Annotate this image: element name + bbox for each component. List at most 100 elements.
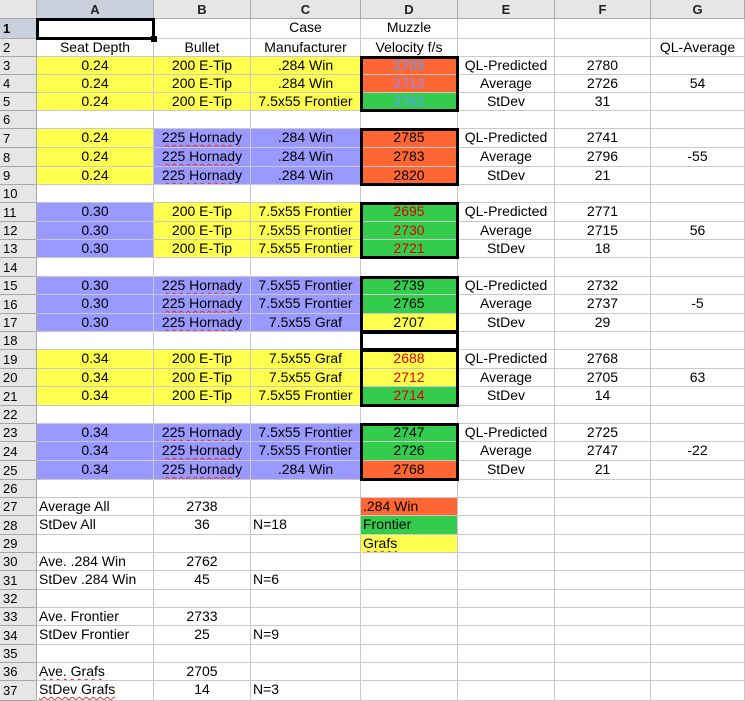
cell-b15[interactable]: 225 Hornady (154, 277, 251, 295)
cell-a37[interactable]: StDev Grafs (37, 681, 154, 701)
cell-f5[interactable]: 31 (555, 93, 651, 111)
cell-d37[interactable] (361, 681, 458, 701)
cell-g31[interactable] (651, 571, 745, 590)
cell-f37[interactable] (555, 681, 651, 701)
cell-d23[interactable]: 2747 (361, 424, 458, 442)
cell-c34[interactable]: N=9 (251, 626, 361, 645)
cell-a35[interactable] (37, 645, 154, 663)
cell-c7[interactable]: .284 Win (251, 129, 361, 148)
cell-e5[interactable]: StDev (458, 93, 555, 111)
cell-d4[interactable]: 2712 (361, 75, 458, 93)
row-header-11[interactable]: 11 (0, 203, 37, 222)
cell-d10[interactable] (361, 185, 458, 203)
row-header-28[interactable]: 28 (0, 516, 37, 535)
cell-f22[interactable] (555, 406, 651, 424)
cell-a14[interactable] (37, 258, 154, 277)
cell-g6[interactable] (651, 111, 745, 129)
cell-c1[interactable]: Case (251, 19, 361, 39)
cell-f17[interactable]: 29 (555, 314, 651, 332)
cell-a27[interactable]: Average All (37, 498, 154, 516)
cell-f1[interactable] (555, 19, 651, 39)
cell-e34[interactable] (458, 626, 555, 645)
cell-f7[interactable]: 2741 (555, 129, 651, 148)
cell-g7[interactable] (651, 129, 745, 148)
cell-a12[interactable]: 0.30 (37, 222, 154, 240)
cell-d22[interactable] (361, 406, 458, 424)
cell-f21[interactable]: 14 (555, 387, 651, 406)
cell-d1[interactable]: Muzzle (361, 19, 458, 39)
cell-f25[interactable]: 21 (555, 461, 651, 480)
cell-a18[interactable] (37, 332, 154, 350)
cell-e7[interactable]: QL-Predicted (458, 129, 555, 148)
cell-a7[interactable]: 0.24 (37, 129, 154, 148)
cell-c30[interactable] (251, 553, 361, 571)
cell-b11[interactable]: 200 E-Tip (154, 203, 251, 222)
cell-f29[interactable] (555, 535, 651, 553)
cell-f32[interactable] (555, 590, 651, 608)
row-header-23[interactable]: 23 (0, 424, 37, 442)
cell-c23[interactable]: 7.5x55 Frontier (251, 424, 361, 442)
cell-e33[interactable] (458, 608, 555, 626)
cell-c10[interactable] (251, 185, 361, 203)
cell-g1[interactable] (651, 19, 745, 39)
cell-d35[interactable] (361, 645, 458, 663)
cell-a33[interactable]: Ave. Frontier (37, 608, 154, 626)
cell-e17[interactable]: StDev (458, 314, 555, 332)
cell-b13[interactable]: 200 E-Tip (154, 240, 251, 258)
cell-e10[interactable] (458, 185, 555, 203)
cell-e30[interactable] (458, 553, 555, 571)
cell-a4[interactable]: 0.24 (37, 75, 154, 93)
cell-a36[interactable]: Ave. Grafs (37, 663, 154, 681)
column-header-b[interactable]: B (154, 0, 251, 19)
cell-d33[interactable] (361, 608, 458, 626)
cell-f15[interactable]: 2732 (555, 277, 651, 295)
cell-c11[interactable]: 7.5x55 Frontier (251, 203, 361, 222)
cell-d3[interactable]: 2705 (361, 57, 458, 75)
row-header-18[interactable]: 18 (0, 332, 37, 350)
cell-g36[interactable] (651, 663, 745, 681)
column-header-f[interactable]: F (555, 0, 651, 19)
cell-d15[interactable]: 2739 (361, 277, 458, 295)
row-header-14[interactable]: 14 (0, 258, 37, 277)
cell-e1[interactable] (458, 19, 555, 39)
cell-c22[interactable] (251, 406, 361, 424)
cell-c29[interactable] (251, 535, 361, 553)
cell-g29[interactable] (651, 535, 745, 553)
cell-b27[interactable]: 2738 (154, 498, 251, 516)
cell-d2[interactable]: Velocity f/s (361, 39, 458, 57)
row-header-8[interactable]: 8 (0, 148, 37, 167)
cell-a25[interactable]: 0.34 (37, 461, 154, 480)
cell-g13[interactable] (651, 240, 745, 258)
cell-d36[interactable] (361, 663, 458, 681)
cell-g15[interactable] (651, 277, 745, 295)
cell-c4[interactable]: .284 Win (251, 75, 361, 93)
cell-e24[interactable]: Average (458, 442, 555, 461)
cell-a24[interactable]: 0.34 (37, 442, 154, 461)
cell-c37[interactable]: N=3 (251, 681, 361, 701)
row-header-20[interactable]: 20 (0, 369, 37, 387)
cell-c19[interactable]: 7.5x55 Graf (251, 350, 361, 369)
cell-e22[interactable] (458, 406, 555, 424)
cell-d30[interactable] (361, 553, 458, 571)
cell-c6[interactable] (251, 111, 361, 129)
cell-b30[interactable]: 2762 (154, 553, 251, 571)
cell-b8[interactable]: 225 Hornady (154, 148, 251, 167)
cell-d12[interactable]: 2730 (361, 222, 458, 240)
cell-d7[interactable]: 2785 (361, 129, 458, 148)
cell-b32[interactable] (154, 590, 251, 608)
cell-b37[interactable]: 14 (154, 681, 251, 701)
cell-e16[interactable]: Average (458, 295, 555, 314)
cell-e29[interactable] (458, 535, 555, 553)
cell-b31[interactable]: 45 (154, 571, 251, 590)
cell-a2[interactable]: Seat Depth (37, 39, 154, 57)
row-header-4[interactable]: 4 (0, 75, 37, 93)
cell-d16[interactable]: 2765 (361, 295, 458, 314)
cell-g10[interactable] (651, 185, 745, 203)
row-header-17[interactable]: 17 (0, 314, 37, 332)
cell-e4[interactable]: Average (458, 75, 555, 93)
cell-a13[interactable]: 0.30 (37, 240, 154, 258)
cell-f24[interactable]: 2747 (555, 442, 651, 461)
cell-b28[interactable]: 36 (154, 516, 251, 535)
cell-b21[interactable]: 200 E-Tip (154, 387, 251, 406)
